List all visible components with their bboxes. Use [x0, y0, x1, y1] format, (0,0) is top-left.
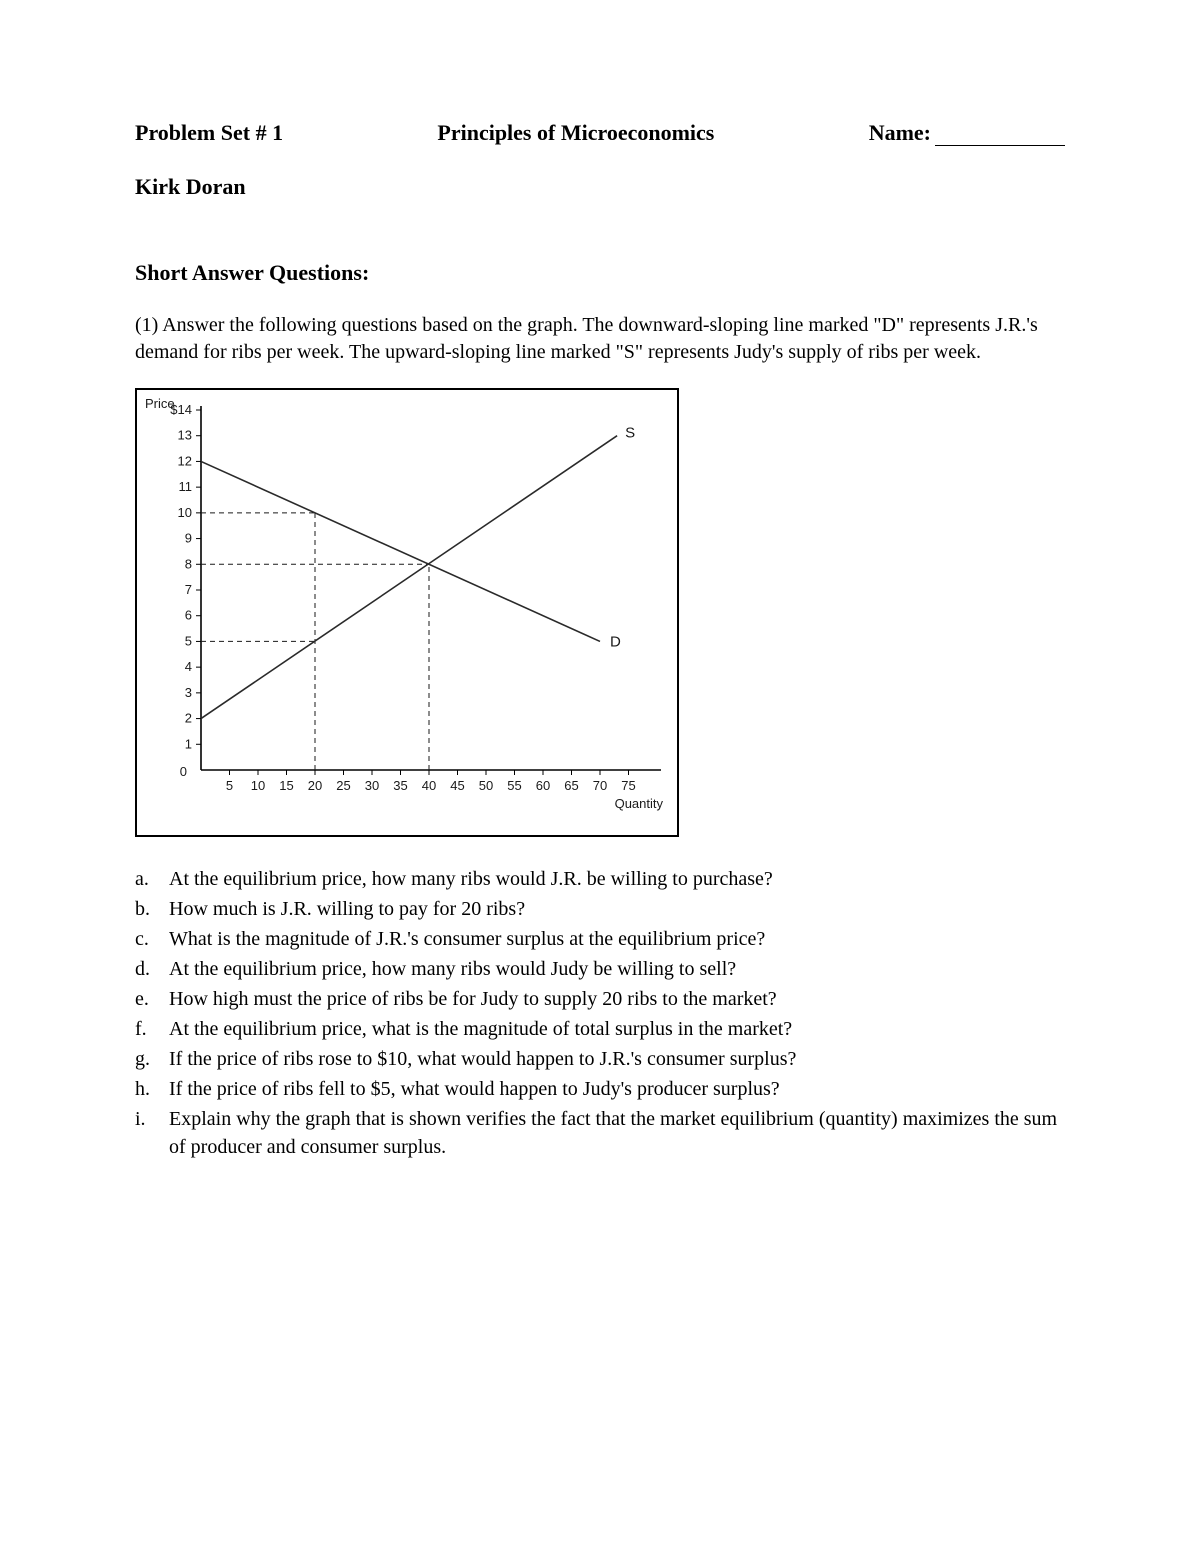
svg-text:12: 12: [178, 453, 192, 468]
svg-text:0: 0: [180, 764, 187, 779]
svg-text:45: 45: [450, 778, 464, 793]
question-row: f.At the equilibrium price, what is the …: [135, 1015, 1065, 1043]
questions-list: a.At the equilibrium price, how many rib…: [135, 865, 1065, 1161]
header-left: Problem Set # 1: [135, 120, 283, 146]
question-text: If the price of ribs rose to $10, what w…: [169, 1045, 1065, 1073]
question-text: At the equilibrium price, what is the ma…: [169, 1015, 1065, 1043]
svg-text:20: 20: [308, 778, 322, 793]
question-letter: a.: [135, 865, 169, 893]
question-text: What is the magnitude of J.R.'s consumer…: [169, 925, 1065, 953]
question-text: Explain why the graph that is shown veri…: [169, 1105, 1065, 1161]
svg-text:Quantity: Quantity: [615, 796, 664, 811]
svg-text:2: 2: [185, 711, 192, 726]
svg-text:4: 4: [185, 659, 192, 674]
question-text: If the price of ribs fell to $5, what wo…: [169, 1075, 1065, 1103]
question-letter: f.: [135, 1015, 169, 1043]
question-text: At the equilibrium price, how many ribs …: [169, 865, 1065, 893]
header-line: Problem Set # 1 Principles of Microecono…: [135, 120, 1065, 146]
svg-text:7: 7: [185, 582, 192, 597]
question-letter: c.: [135, 925, 169, 953]
svg-text:70: 70: [593, 778, 607, 793]
svg-text:65: 65: [564, 778, 578, 793]
svg-text:10: 10: [178, 505, 192, 520]
author-name: Kirk Doran: [135, 174, 1065, 200]
question-row: d.At the equilibrium price, how many rib…: [135, 955, 1065, 983]
svg-text:35: 35: [393, 778, 407, 793]
section-title: Short Answer Questions:: [135, 260, 1065, 286]
question-text: How much is J.R. willing to pay for 20 r…: [169, 895, 1065, 923]
header-name: Name:: [869, 120, 1065, 146]
question-prompt: (1) Answer the following questions based…: [135, 312, 1065, 366]
question-text: At the equilibrium price, how many ribs …: [169, 955, 1065, 983]
name-blank-line: [935, 145, 1065, 146]
question-row: a.At the equilibrium price, how many rib…: [135, 865, 1065, 893]
question-row: h.If the price of ribs fell to $5, what …: [135, 1075, 1065, 1103]
svg-text:15: 15: [279, 778, 293, 793]
question-row: b.How much is J.R. willing to pay for 20…: [135, 895, 1065, 923]
name-label: Name:: [869, 120, 931, 145]
svg-text:1: 1: [185, 736, 192, 751]
question-text: How high must the price of ribs be for J…: [169, 985, 1065, 1013]
svg-text:10: 10: [251, 778, 265, 793]
question-row: i.Explain why the graph that is shown ve…: [135, 1105, 1065, 1161]
question-letter: d.: [135, 955, 169, 983]
svg-text:8: 8: [185, 556, 192, 571]
svg-text:60: 60: [536, 778, 550, 793]
question-row: c.What is the magnitude of J.R.'s consum…: [135, 925, 1065, 953]
question-row: g.If the price of ribs rose to $10, what…: [135, 1045, 1065, 1073]
svg-text:6: 6: [185, 608, 192, 623]
question-letter: h.: [135, 1075, 169, 1103]
supply-demand-chart: Price$1413121110987654321051015202530354…: [135, 388, 679, 837]
svg-text:40: 40: [422, 778, 436, 793]
svg-text:50: 50: [479, 778, 493, 793]
svg-text:75: 75: [621, 778, 635, 793]
svg-text:25: 25: [336, 778, 350, 793]
svg-text:13: 13: [178, 428, 192, 443]
svg-text:5: 5: [226, 778, 233, 793]
svg-text:3: 3: [185, 685, 192, 700]
svg-text:11: 11: [179, 479, 193, 494]
svg-text:D: D: [610, 633, 621, 650]
page: Problem Set # 1 Principles of Microecono…: [0, 0, 1200, 1243]
svg-text:9: 9: [185, 531, 192, 546]
svg-text:$14: $14: [170, 402, 192, 417]
question-letter: i.: [135, 1105, 169, 1161]
chart-svg: Price$1413121110987654321051015202530354…: [137, 390, 677, 830]
question-letter: g.: [135, 1045, 169, 1073]
svg-text:30: 30: [365, 778, 379, 793]
question-letter: e.: [135, 985, 169, 1013]
header-center: Principles of Microeconomics: [283, 120, 869, 146]
svg-text:S: S: [625, 425, 635, 442]
question-row: e.How high must the price of ribs be for…: [135, 985, 1065, 1013]
question-letter: b.: [135, 895, 169, 923]
svg-text:5: 5: [185, 633, 192, 648]
svg-text:55: 55: [507, 778, 521, 793]
